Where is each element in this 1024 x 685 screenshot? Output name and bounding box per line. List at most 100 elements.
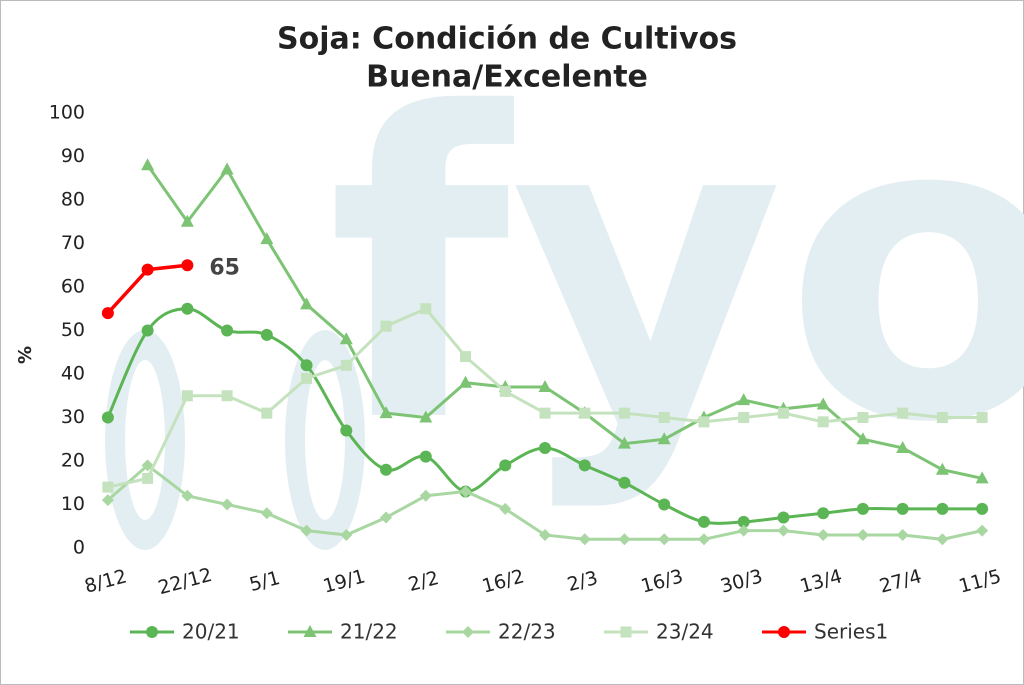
watermark: fyo (327, 26, 1024, 515)
y-tick-label: 30 (61, 406, 85, 428)
marker (220, 162, 234, 175)
marker (181, 302, 194, 315)
series (101, 259, 194, 320)
marker (340, 359, 352, 371)
marker (459, 485, 472, 498)
series (141, 158, 989, 484)
marker (857, 412, 869, 423)
marker (936, 412, 948, 423)
marker (976, 524, 989, 537)
marker (379, 406, 393, 419)
chart-title: Soja: Condición de Cultivos (277, 22, 737, 57)
y-tick-label: 10 (61, 493, 85, 515)
marker (620, 626, 632, 638)
y-tick-label: 90 (61, 145, 85, 167)
marker (618, 407, 630, 419)
marker (658, 498, 671, 511)
marker (300, 524, 313, 537)
marker (777, 407, 789, 419)
marker (181, 489, 194, 502)
marker (380, 463, 393, 476)
marker (539, 407, 551, 419)
marker (896, 502, 909, 515)
watermark-arc-hole (305, 360, 345, 520)
marker (539, 441, 551, 454)
marker (975, 471, 989, 484)
marker (817, 507, 830, 520)
marker (935, 462, 949, 475)
marker (380, 320, 392, 332)
marker (101, 307, 114, 320)
marker (101, 411, 114, 424)
marker (300, 359, 313, 372)
marker (976, 412, 988, 423)
series (101, 459, 989, 546)
series (102, 303, 988, 493)
marker (539, 528, 551, 541)
marker (300, 297, 314, 310)
y-tick-label: 0 (73, 537, 85, 559)
marker (340, 528, 353, 541)
marker (141, 158, 155, 171)
marker (778, 626, 790, 638)
marker (777, 511, 790, 524)
marker (499, 385, 511, 397)
legend-label: Series1 (814, 620, 888, 644)
marker (419, 450, 432, 463)
y-axis-label: % (15, 346, 36, 364)
marker (101, 494, 114, 507)
marker (658, 412, 670, 423)
marker (459, 375, 473, 388)
marker (146, 626, 158, 638)
marker (340, 424, 353, 437)
legend-label: 23/24 (656, 620, 714, 644)
marker (420, 303, 432, 315)
watermark-arc-hole (125, 360, 165, 520)
marker (460, 351, 472, 363)
y-tick-label: 40 (61, 363, 85, 385)
marker (617, 436, 631, 449)
marker (221, 390, 233, 402)
marker (579, 407, 591, 419)
y-tick-label: 60 (61, 276, 85, 298)
legend-label: 21/22 (340, 620, 398, 644)
marker (896, 528, 909, 541)
marker (737, 524, 750, 537)
marker (777, 524, 790, 537)
marker (260, 507, 273, 520)
marker (697, 515, 710, 528)
marker (380, 511, 393, 524)
marker (221, 498, 234, 511)
marker (142, 472, 154, 484)
marker (499, 502, 512, 515)
series (101, 302, 989, 528)
marker (141, 263, 154, 276)
marker (738, 412, 750, 423)
marker (538, 380, 552, 393)
marker (816, 397, 830, 410)
marker (141, 324, 154, 337)
marker (698, 416, 710, 428)
marker (578, 533, 591, 546)
marker (618, 533, 631, 546)
marker (261, 407, 273, 419)
marker (180, 214, 194, 227)
marker (737, 515, 750, 528)
marker (658, 533, 671, 546)
data-label: 65 (209, 255, 240, 280)
legend-label: 22/23 (498, 620, 556, 644)
marker (102, 481, 114, 493)
chart-title: Buena/Excelente (366, 60, 648, 95)
legend-label: 20/21 (182, 620, 240, 644)
marker (897, 407, 909, 419)
marker (936, 502, 949, 515)
marker (221, 324, 234, 337)
marker (976, 502, 989, 515)
marker (181, 390, 193, 402)
marker (462, 626, 474, 638)
marker (817, 416, 829, 428)
marker (697, 533, 710, 546)
y-tick-label: 80 (61, 189, 85, 211)
